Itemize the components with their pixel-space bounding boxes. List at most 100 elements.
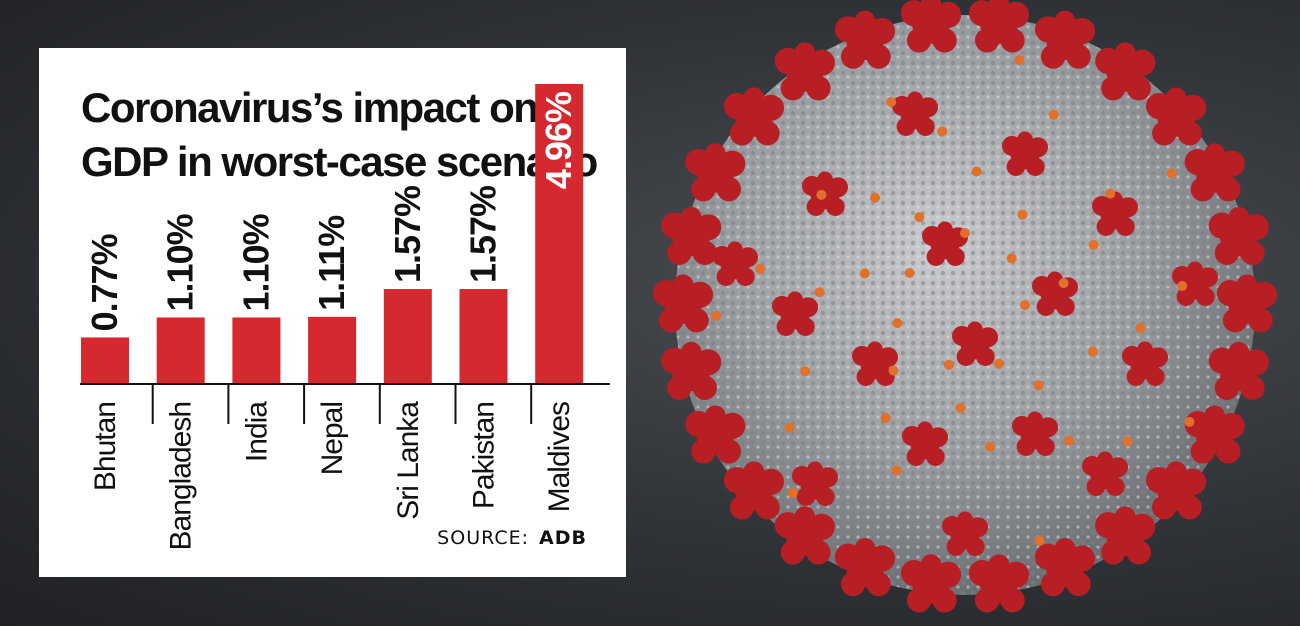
particle bbox=[800, 366, 811, 377]
category-label: India bbox=[240, 401, 273, 462]
particle bbox=[787, 488, 798, 499]
bar-india bbox=[232, 317, 281, 384]
spike-protein bbox=[834, 10, 896, 69]
category-label: Bangladesh bbox=[165, 402, 198, 550]
particle bbox=[888, 365, 899, 376]
spike-protein bbox=[723, 87, 785, 146]
virus-spikes bbox=[652, 0, 1278, 613]
spike-protein bbox=[951, 321, 999, 366]
particle bbox=[971, 166, 982, 177]
chart-title-line-2: GDP in worst-case scenario bbox=[81, 138, 598, 185]
bar-chart: Coronavirus’s impact on GDP in worst-cas… bbox=[80, 84, 610, 551]
category-label: Maldives bbox=[543, 402, 576, 512]
particle bbox=[1033, 380, 1044, 391]
particle bbox=[870, 192, 881, 203]
particle bbox=[755, 263, 766, 274]
spike-protein bbox=[851, 341, 899, 386]
particle bbox=[886, 97, 897, 108]
source-prefix: SOURCE: bbox=[437, 527, 529, 549]
bar-bangladesh bbox=[156, 317, 205, 384]
spike-protein bbox=[1091, 191, 1139, 236]
spike-protein bbox=[941, 511, 989, 556]
spike-protein bbox=[1095, 42, 1156, 101]
value-label: 4.96% bbox=[538, 91, 579, 189]
particle bbox=[1087, 346, 1098, 357]
spike-protein bbox=[652, 274, 714, 333]
spike-protein bbox=[1145, 461, 1207, 520]
spike-protein bbox=[834, 537, 896, 597]
spike-protein bbox=[1081, 451, 1129, 496]
value-labels: 0.77% 1.10% 1.10% 1.11% 1.57% 1.57% 4.96% bbox=[84, 91, 579, 331]
particle bbox=[994, 358, 1004, 369]
value-label: 0.77% bbox=[84, 233, 125, 331]
spike-protein bbox=[891, 91, 939, 136]
particle bbox=[985, 441, 996, 452]
spike-protein bbox=[968, 0, 1030, 53]
particle bbox=[1034, 535, 1045, 546]
source-name: ADB bbox=[539, 527, 587, 549]
particle bbox=[1058, 278, 1069, 289]
particle bbox=[904, 268, 915, 278]
spike-protein bbox=[1184, 143, 1245, 202]
spike-protein bbox=[1121, 341, 1169, 386]
spike-protein bbox=[685, 143, 746, 202]
value-label: 1.57% bbox=[463, 185, 504, 283]
spike-protein bbox=[901, 421, 949, 466]
spike-protein bbox=[661, 206, 722, 265]
particle bbox=[814, 287, 825, 298]
particle bbox=[1166, 168, 1177, 179]
category-labels: Bhutan Bangladesh India Nepal Sri Lanka Pakis… bbox=[89, 401, 576, 551]
particle bbox=[1088, 239, 1099, 250]
spike-protein bbox=[900, 554, 962, 613]
particle bbox=[891, 465, 902, 476]
spike-protein bbox=[774, 42, 835, 101]
bar-maldives bbox=[535, 84, 584, 384]
bar-nepal bbox=[308, 316, 357, 384]
spike-protein bbox=[968, 554, 1030, 613]
category-label: Pakistan bbox=[468, 402, 501, 509]
value-label: 1.10% bbox=[160, 213, 201, 311]
particle bbox=[1177, 281, 1188, 292]
spike-protein bbox=[1034, 10, 1096, 69]
source-note: SOURCE: ADB bbox=[437, 527, 587, 549]
bar-bhutan bbox=[81, 337, 129, 384]
bar-pakistan bbox=[459, 289, 508, 384]
chart-title-line-1: Coronavirus’s impact on bbox=[81, 84, 537, 131]
particle bbox=[1184, 416, 1195, 427]
particle bbox=[914, 212, 925, 223]
chart-panel: Coronavirus’s impact on GDP in worst-cas… bbox=[39, 48, 626, 577]
bars-group bbox=[81, 84, 584, 384]
particle bbox=[1014, 54, 1025, 65]
virus-texture bbox=[675, 15, 1255, 595]
category-label: Nepal bbox=[316, 402, 349, 475]
particle bbox=[943, 359, 954, 370]
spike-protein bbox=[1184, 405, 1245, 464]
bar-sri-lanka bbox=[383, 289, 432, 384]
spike-protein bbox=[661, 341, 722, 400]
particle bbox=[937, 126, 948, 137]
particle bbox=[960, 228, 970, 238]
spike-protein bbox=[1011, 411, 1059, 456]
particle bbox=[1105, 188, 1116, 199]
spike-protein bbox=[1145, 87, 1207, 146]
spike-protein bbox=[900, 0, 962, 53]
spike-protein bbox=[1208, 206, 1269, 265]
spike-protein bbox=[1001, 131, 1049, 176]
category-label: Sri Lanka bbox=[392, 401, 425, 520]
spike-protein bbox=[801, 171, 849, 216]
spike-protein bbox=[723, 461, 785, 520]
category-label: Bhutan bbox=[89, 402, 122, 491]
spike-protein bbox=[1095, 506, 1156, 565]
spike-protein bbox=[771, 291, 819, 336]
particle bbox=[1135, 323, 1146, 334]
particle bbox=[1006, 253, 1017, 264]
spike-protein bbox=[774, 506, 835, 565]
spike-protein bbox=[1031, 271, 1079, 316]
particle bbox=[892, 318, 903, 329]
particle bbox=[1020, 300, 1030, 310]
value-label: 1.10% bbox=[235, 213, 276, 311]
particle bbox=[816, 189, 827, 200]
particle bbox=[1122, 436, 1133, 447]
value-label: 1.57% bbox=[387, 185, 428, 283]
